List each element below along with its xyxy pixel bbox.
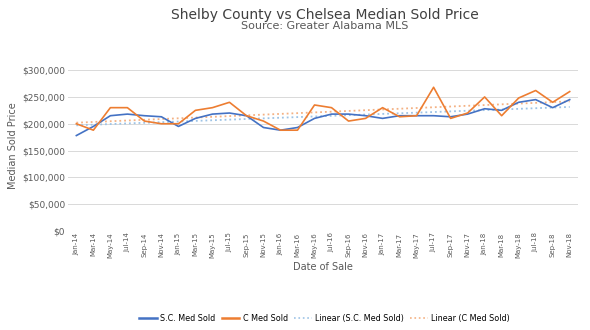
- Y-axis label: Median Sold Price: Median Sold Price: [8, 102, 18, 188]
- Legend: S.C. Med Sold, C Med Sold, Linear (S.C. Med Sold), Linear (C Med Sold): S.C. Med Sold, C Med Sold, Linear (S.C. …: [136, 311, 513, 326]
- X-axis label: Date of Sale: Date of Sale: [293, 262, 353, 272]
- Text: Shelby County vs Chelsea Median Sold Price: Shelby County vs Chelsea Median Sold Pri…: [171, 8, 478, 22]
- Text: Source: Greater Alabama MLS: Source: Greater Alabama MLS: [241, 21, 408, 31]
